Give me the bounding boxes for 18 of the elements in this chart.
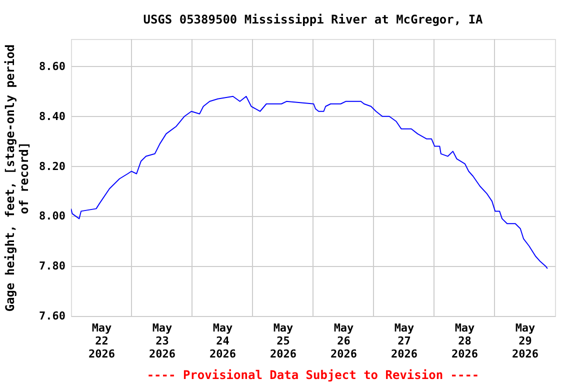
x-tick-label: May 26 2026 xyxy=(330,322,358,360)
y-tick-label: 8.00 xyxy=(39,210,66,223)
y-tick-label: 8.60 xyxy=(39,60,66,73)
x-tick-label: May 24 2026 xyxy=(210,322,236,360)
y-axis-title: Gage height, feet, [stage-only period of record] xyxy=(3,44,32,312)
x-tick-label: May 25 2026 xyxy=(270,322,297,360)
y-tick-label: 7.80 xyxy=(39,260,66,273)
x-tick-label: May 28 2026 xyxy=(452,322,478,360)
y-tick-label: 8.20 xyxy=(39,160,66,173)
y-tick-label: 7.60 xyxy=(39,310,66,322)
text: ---- Provisional Data Subject to Revision ---- xyxy=(146,368,480,382)
x-tick-label: May 27 2026 xyxy=(391,322,418,360)
chart-title: USGS 05389500 Mississippi River at McGregor, IA xyxy=(143,12,484,26)
x-tick-label: May 23 2026 xyxy=(149,322,176,360)
x-tick-label: May 29 2026 xyxy=(512,322,539,360)
x-tick-label: May 22 2026 xyxy=(88,322,116,360)
line-series xyxy=(71,96,548,270)
y-tick-label: 8.40 xyxy=(39,110,66,123)
